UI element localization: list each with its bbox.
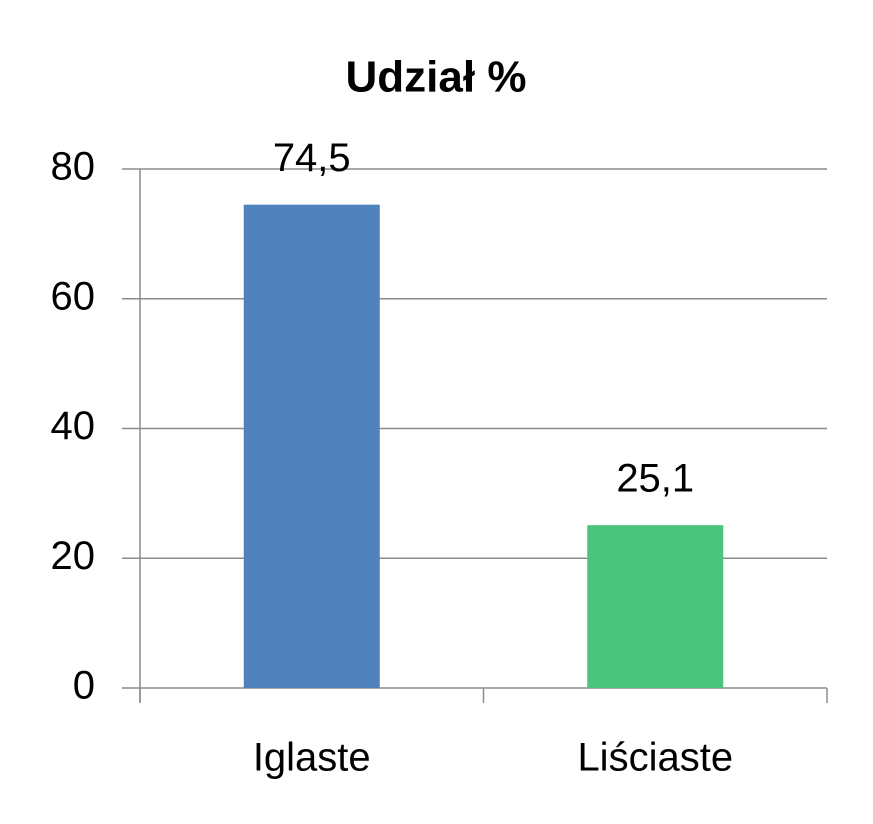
y-tick-label: 20 [51,534,96,578]
y-tick-label: 80 [51,145,96,189]
value-label: 25,1 [616,457,694,501]
bar [587,525,724,688]
bar [243,204,380,688]
y-tick-label: 0 [73,664,95,708]
x-tick-label: Iglaste [253,736,371,780]
value-label: 74,5 [273,136,351,180]
y-tick-label: 60 [51,274,96,318]
chart-title: Udział % [346,53,527,102]
x-tick-label: Liściaste [577,736,733,780]
y-tick-label: 40 [51,404,96,448]
